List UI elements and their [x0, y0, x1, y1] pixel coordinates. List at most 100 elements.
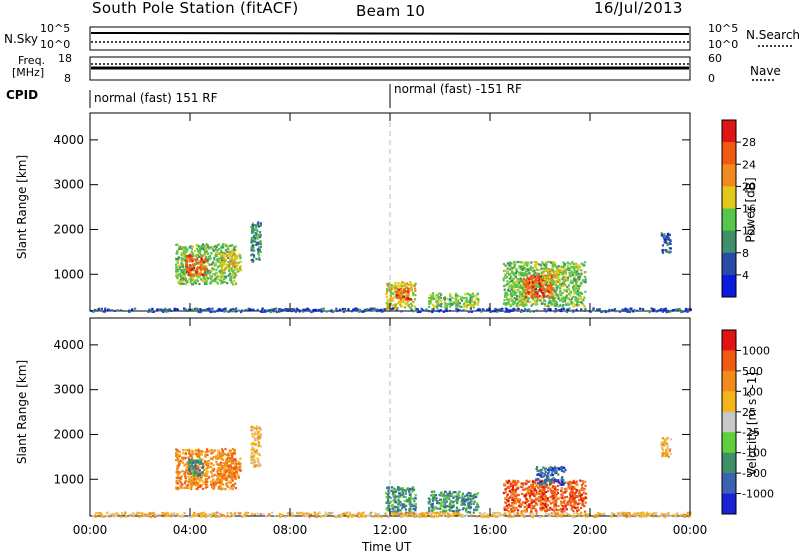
echo-cell [555, 308, 558, 311]
echo-cell [518, 261, 521, 264]
echo-cell [239, 257, 242, 260]
echo-cell [526, 500, 529, 503]
echo-cell [413, 504, 416, 507]
echo-cell [564, 276, 567, 279]
echo-cell [391, 286, 394, 289]
echo-cell [443, 510, 446, 513]
echo-cell [525, 479, 528, 482]
echo-cell [318, 511, 321, 514]
echo-cell [560, 265, 563, 268]
echo-cell [189, 264, 192, 267]
echo-cell [400, 298, 403, 301]
echo-cell [612, 309, 615, 312]
echo-cell [639, 307, 642, 310]
echo-cell [176, 274, 179, 277]
echo-cell [513, 260, 516, 263]
echo-cell [517, 289, 520, 292]
echo-cell [210, 483, 213, 486]
echo-cell [390, 299, 394, 302]
echo-cell [665, 454, 668, 457]
echo-cell [524, 268, 528, 271]
echo-cell [447, 496, 450, 499]
echo-cell [90, 309, 93, 313]
echo-cell [530, 508, 533, 511]
echo-cell [225, 264, 229, 267]
echo-cell [540, 289, 543, 292]
echo-cell [661, 443, 664, 446]
echo-cell [413, 298, 417, 301]
echo-cell [536, 498, 539, 501]
echo-cell [514, 482, 517, 485]
echo-cell [507, 510, 510, 513]
echo-cell [431, 310, 434, 314]
echo-cell [471, 497, 474, 500]
echo-cell [229, 278, 233, 281]
echo-cell [253, 249, 256, 252]
echo-cell [247, 308, 250, 311]
echo-cell [191, 467, 194, 470]
echo-cell [399, 301, 402, 304]
echo-cell [231, 475, 234, 478]
echo-cell [624, 511, 627, 515]
echo-cell [511, 268, 514, 271]
echo-cell [581, 486, 584, 489]
echo-cell [505, 310, 508, 313]
echo-cell [535, 299, 539, 302]
echo-patch [220, 456, 242, 480]
echo-cell [537, 279, 541, 282]
echo-cell [507, 298, 511, 301]
echo-cell [462, 499, 465, 502]
echo-cell [544, 499, 547, 502]
echo-cell [523, 291, 526, 294]
echo-cell [387, 287, 390, 290]
echo-cell [195, 279, 198, 282]
echo-cell [529, 276, 532, 280]
echo-cell [203, 481, 206, 484]
echo-cell [548, 274, 551, 277]
echo-cell [210, 472, 214, 475]
echo-cell [650, 307, 653, 310]
echo-cell [224, 243, 227, 246]
echo-cell [380, 310, 383, 313]
echo-cell [440, 501, 443, 505]
echo-cell [604, 309, 607, 313]
echo-cell [428, 302, 431, 305]
echo-cell [544, 510, 547, 513]
echo-cell [392, 491, 395, 494]
echo-cell [369, 307, 372, 310]
echo-cell [448, 299, 451, 302]
echo-cell [500, 309, 503, 312]
echo-cell [526, 264, 529, 267]
echo-cell [514, 508, 517, 511]
echo-cell [233, 452, 237, 455]
echo-cell [372, 307, 375, 310]
echo-cell [542, 515, 545, 518]
echo-cell [576, 298, 579, 301]
echo-cell [228, 464, 231, 467]
echo-cell [219, 469, 222, 472]
echo-cell [535, 294, 538, 297]
echo-cell [574, 506, 577, 509]
echo-cell [200, 278, 203, 281]
echo-cell [408, 493, 411, 496]
echo-cell [520, 299, 523, 302]
echo-cell [519, 502, 522, 505]
echo-cell [523, 282, 526, 285]
echo-cell [536, 309, 539, 313]
echo-cell [539, 481, 542, 484]
echo-cell [187, 449, 190, 452]
echo-cell [214, 449, 217, 452]
echo-cell [184, 471, 187, 474]
echo-cell [528, 503, 531, 506]
echo-cell [409, 281, 412, 284]
echo-cell [389, 296, 392, 299]
echo-cell [469, 293, 472, 296]
echo-cell [183, 282, 186, 285]
y-tick-label: 4000 [53, 133, 84, 147]
echo-cell [512, 286, 515, 289]
echo-cell [191, 465, 194, 468]
echo-cell [548, 288, 551, 291]
echo-cell [530, 289, 533, 292]
echo-cell [578, 502, 581, 505]
echo-cell [576, 509, 579, 512]
